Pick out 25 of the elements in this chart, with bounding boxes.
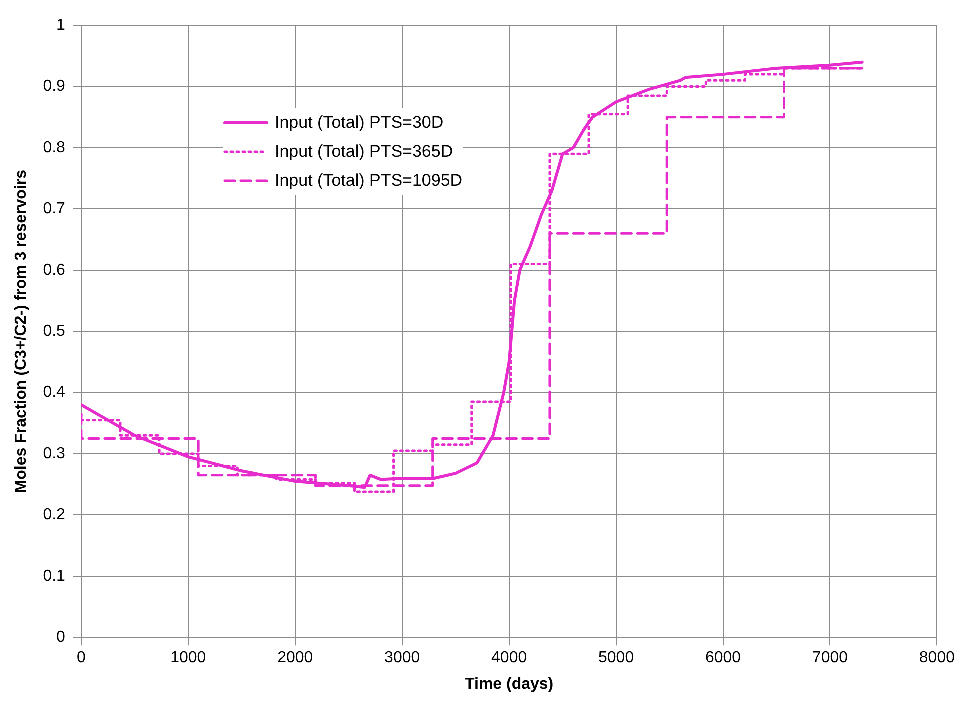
y-tick-label: 1 (56, 17, 66, 34)
y-tick-label: 0.7 (43, 200, 66, 218)
x-tick-label: 6000 (705, 650, 742, 667)
y-tick-label: 0.8 (43, 139, 66, 156)
x-tick-label: 8000 (919, 650, 956, 667)
x-tick-label: 3000 (384, 650, 420, 667)
y-tick-label: 0.9 (43, 78, 66, 96)
x-tick-label: 5000 (598, 650, 634, 667)
y-tick-label: 0.3 (43, 445, 66, 462)
y-tick-label: 0.6 (43, 262, 66, 279)
x-tick-label: 2000 (278, 650, 314, 667)
y-axis-title: Moles Fraction (C3+/C2-) from 3 reservoirs (13, 170, 30, 494)
legend-label: Input (Total) PTS=365D (275, 141, 454, 163)
legend-label: Input (Total) PTS=1095D (275, 170, 463, 192)
x-tick-label: 0 (76, 650, 86, 667)
y-tick-label: 0.4 (43, 384, 66, 402)
y-tick-label: 0.5 (43, 323, 66, 340)
y-tick-label: 0 (56, 629, 66, 646)
x-tick-label: 4000 (492, 650, 528, 667)
y-tick-label: 0.1 (43, 568, 66, 585)
x-tick-label: 7000 (812, 650, 848, 667)
y-tick-label: 0.2 (43, 506, 66, 524)
x-tick-label: 1000 (170, 650, 206, 667)
legend-label: Input (Total) PTS=30D (275, 112, 444, 134)
x-axis-title: Time (days) (465, 676, 554, 693)
